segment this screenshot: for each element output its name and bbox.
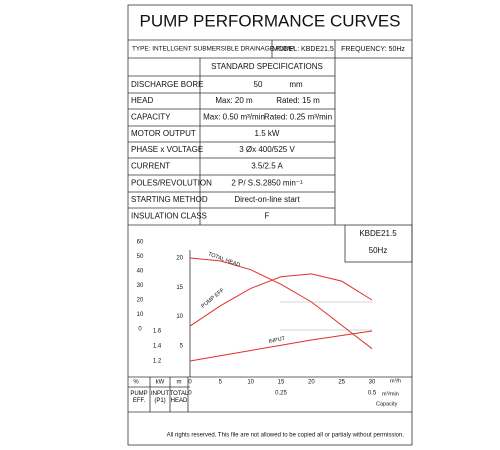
head-unit: m	[177, 380, 182, 386]
eff-tick-label: 0	[138, 327, 142, 333]
x2-unit: m³/min	[382, 391, 399, 397]
spec-value: Direct-on-line start	[234, 195, 300, 204]
x-tick-label: 10	[247, 380, 254, 386]
x2-tick-label: 0	[188, 391, 192, 397]
spec-value: Max: 0.50 m³/min	[203, 113, 265, 122]
spec-value: Max: 20 m	[215, 96, 253, 105]
kw-unit: kW	[156, 380, 165, 386]
eff-tick-label: 50	[137, 254, 144, 260]
head-tick-label: 10	[176, 314, 183, 320]
frequency: FREQUENCY: 50Hz	[341, 46, 405, 53]
spec-value: 3 Øx 400/525 V	[239, 145, 295, 154]
frame	[127, 4, 413, 446]
spec-label: MOTOR OUTPUT	[131, 129, 196, 138]
x2-tick-label: 0.25	[275, 391, 287, 397]
footer: All rights reserved. This file are not a…	[167, 433, 405, 439]
curve	[189, 330, 373, 362]
spec-label: PHASE x VOLTAGE	[131, 145, 203, 154]
spec-value: F	[265, 212, 270, 221]
x-tick-label: 5	[219, 380, 223, 386]
spec-value: 3.5/2.5 A	[251, 162, 283, 171]
axis-label: INPUT (P1)	[151, 391, 169, 404]
head-tick-label: 15	[176, 285, 183, 291]
spec-value: Rated: 0.25 m³/min	[264, 113, 332, 122]
spec-label: STARTING METHOD	[131, 195, 208, 204]
axis-label: TOTAL HEAD	[169, 391, 189, 404]
axis-label: PUMP EFF.	[130, 391, 148, 404]
x-title: Capacity	[376, 401, 398, 407]
curve	[189, 273, 373, 327]
eff-tick-label: 10	[137, 312, 144, 318]
curve	[189, 257, 373, 350]
x-tick-label: 20	[308, 380, 315, 386]
x-unit: m³/h	[390, 378, 401, 384]
spec-label: INSULATION CLASS	[131, 212, 207, 221]
spec-value: mm	[289, 80, 303, 89]
eff-tick-label: 20	[137, 298, 144, 304]
eff-unit: %	[133, 380, 139, 386]
spec-value: Rated: 15 m	[276, 96, 320, 105]
kw-tick-label: 1.4	[153, 344, 162, 350]
kw-tick-label: 1.2	[153, 359, 162, 365]
spec-label: DISCHARGE BORE	[131, 80, 203, 89]
x-tick-label: 15	[278, 380, 285, 386]
x2-tick-label: 0.5	[368, 391, 377, 397]
model-box: 50Hz	[369, 246, 388, 255]
spec-value: 50	[254, 80, 263, 89]
spec-label: CAPACITY	[131, 113, 171, 122]
eff-tick-label: 30	[137, 283, 144, 289]
spec-label: POLES/REVOLUTION	[131, 179, 212, 188]
head-tick-label: 20	[176, 256, 183, 262]
spec-value: 1.5 kW	[255, 129, 280, 138]
head-tick-label: 5	[180, 343, 184, 349]
curve-label: INPUT	[268, 336, 286, 345]
x-tick-label: 0	[188, 380, 192, 386]
type: TYPE: INTELLGENT SUBMERSIBLE DRAINAGE PU…	[132, 46, 294, 53]
spec-value: 2 P/ S.S.2850 min⁻¹	[231, 179, 303, 188]
title: PUMP PERFORMANCE CURVES	[139, 11, 400, 30]
kw-tick-label: 1.6	[153, 329, 162, 335]
spec-label: CURRENT	[131, 162, 170, 171]
spec-label: HEAD	[131, 96, 153, 105]
eff-tick-label: 40	[137, 269, 144, 275]
model: MODEL: KBDE21.5	[272, 46, 334, 53]
specs-title: STANDARD SPECIFICATIONS	[211, 62, 323, 71]
model-box: KBDE21.5	[359, 229, 397, 238]
eff-tick-label: 60	[137, 240, 144, 246]
x-tick-label: 25	[338, 380, 345, 386]
x-tick-label: 30	[369, 380, 376, 386]
curve-label: PUMP EFF	[200, 287, 226, 310]
